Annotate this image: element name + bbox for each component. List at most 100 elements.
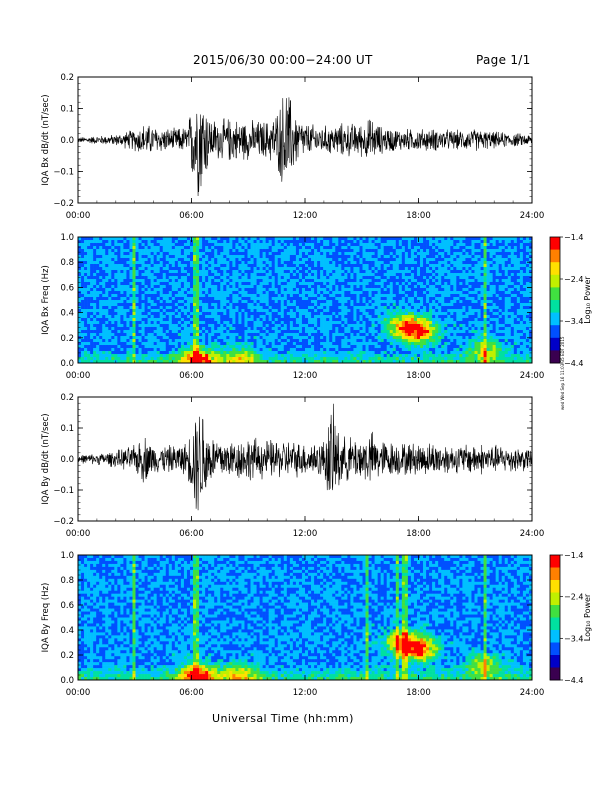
spectrogram-cell: [168, 264, 173, 268]
spectrogram-cell: [383, 342, 388, 346]
spectrogram-cell: [289, 252, 294, 256]
spectrogram-cell: [211, 342, 215, 346]
spectrogram-cell: [238, 345, 242, 349]
spectrogram-cell: [416, 246, 421, 250]
spectrogram-cell: [386, 291, 391, 295]
spectrogram-cell: [202, 336, 206, 340]
spectrogram-cell: [162, 258, 167, 262]
spectrogram-cell: [286, 246, 291, 250]
spectrogram-cell: [135, 264, 139, 268]
spectrogram-cell: [93, 360, 97, 364]
spectrogram-cell: [186, 324, 191, 328]
spectrogram-cell: [374, 342, 378, 346]
spectrogram-cell: [186, 315, 191, 319]
spectrogram-cell: [320, 300, 324, 304]
spectrogram-cell: [289, 321, 294, 325]
spectrogram-cell: [232, 327, 236, 331]
spectrogram-cell: [244, 360, 248, 364]
spectrogram-cell: [314, 354, 318, 358]
spectrogram-cell: [126, 258, 130, 262]
spectrogram-cell: [271, 288, 276, 292]
spectrogram-cell: [368, 249, 372, 253]
spectrogram-cell: [183, 270, 188, 274]
spectrogram-cell: [332, 351, 336, 355]
spectrogram-cell: [244, 261, 248, 265]
spectrogram-cell: [335, 345, 339, 349]
spectrogram-cell: [368, 333, 372, 337]
spectrogram-cell: [126, 240, 130, 244]
spectrogram-cell: [183, 303, 188, 307]
spectrogram-cell: [429, 279, 433, 283]
spectrogram-cell: [332, 342, 336, 346]
spectrogram-cell: [407, 339, 412, 343]
spectrogram-cell: [280, 312, 285, 316]
spectrogram-cell: [105, 315, 109, 319]
spectrogram-cell: [129, 285, 133, 289]
spectrogram-cell: [289, 315, 294, 319]
spectrogram-cell: [410, 279, 415, 283]
spectrogram-cell: [268, 315, 273, 319]
spectrogram-cell: [250, 291, 254, 295]
spectrogram-cell: [413, 303, 418, 307]
spectrogram-cell: [326, 246, 330, 250]
spectrogram-cell: [356, 276, 360, 280]
spectrogram-cell: [150, 252, 154, 256]
spectrogram-cell: [126, 360, 130, 364]
spectrogram-cell: [371, 240, 375, 244]
spectrogram-cell: [189, 279, 194, 283]
spectrogram-cell: [262, 264, 266, 268]
spectrogram-cell: [196, 246, 200, 250]
spectrogram-cell: [180, 336, 185, 340]
spectrogram-cell: [159, 240, 164, 244]
spectrogram-cell: [274, 321, 279, 325]
spectrogram-cell: [180, 327, 185, 331]
spectrogram-cell: [238, 261, 242, 265]
spectrogram-cell: [295, 315, 300, 319]
spectrogram-cell: [84, 264, 88, 268]
spectrogram-cell: [271, 318, 276, 322]
spectrogram-cell: [277, 291, 282, 295]
spectrogram-cell: [404, 303, 409, 307]
spectrogram-cell: [253, 270, 257, 274]
spectrogram-cell: [374, 333, 378, 337]
spectrogram-cell: [153, 327, 157, 331]
spectrogram-cell: [81, 255, 85, 259]
spectrogram-cell: [314, 294, 318, 298]
spectrogram-cell: [338, 339, 342, 343]
spectrogram-cell: [120, 315, 124, 319]
spectrogram-cell: [426, 279, 430, 283]
spectrogram-cell: [102, 348, 106, 352]
spectrogram-cell: [114, 318, 118, 322]
spectrogram-cell: [226, 240, 230, 244]
spectrogram-cell: [241, 243, 245, 247]
spectrogram-cell: [232, 285, 236, 289]
spectrogram-cell: [144, 237, 148, 241]
spectrogram-cell: [165, 294, 170, 298]
spectrogram-cell: [323, 264, 327, 268]
spectrogram-cell: [317, 333, 321, 337]
spectrogram-cell: [111, 360, 115, 364]
spectrogram-cell: [383, 291, 388, 295]
spectrogram-cell: [308, 273, 312, 277]
spectrogram-cell: [362, 342, 366, 346]
spectrogram-cell: [90, 321, 94, 325]
spectrogram-cell: [365, 318, 369, 322]
spectrogram-cell: [165, 282, 170, 286]
y-tick-label: −0.2: [53, 199, 74, 209]
spectrogram-cell: [223, 327, 227, 331]
spectrogram-cell: [420, 330, 424, 334]
spectrogram-cell: [138, 312, 142, 316]
spectrogram-cell: [123, 354, 127, 358]
spectrogram-cell: [371, 276, 375, 280]
spectrogram-cell: [96, 321, 100, 325]
spectrogram-cell: [401, 321, 406, 325]
spectrogram-cell: [347, 273, 351, 277]
spectrogram-cell: [123, 294, 127, 298]
spectrogram-cell: [247, 246, 251, 250]
spectrogram-cell: [196, 318, 200, 322]
spectrogram-cell: [84, 324, 88, 328]
spectrogram-cell: [120, 318, 124, 322]
spectrogram-cell: [78, 327, 82, 331]
spectrogram-cell: [308, 309, 312, 313]
spectrogram-cell: [386, 321, 391, 325]
